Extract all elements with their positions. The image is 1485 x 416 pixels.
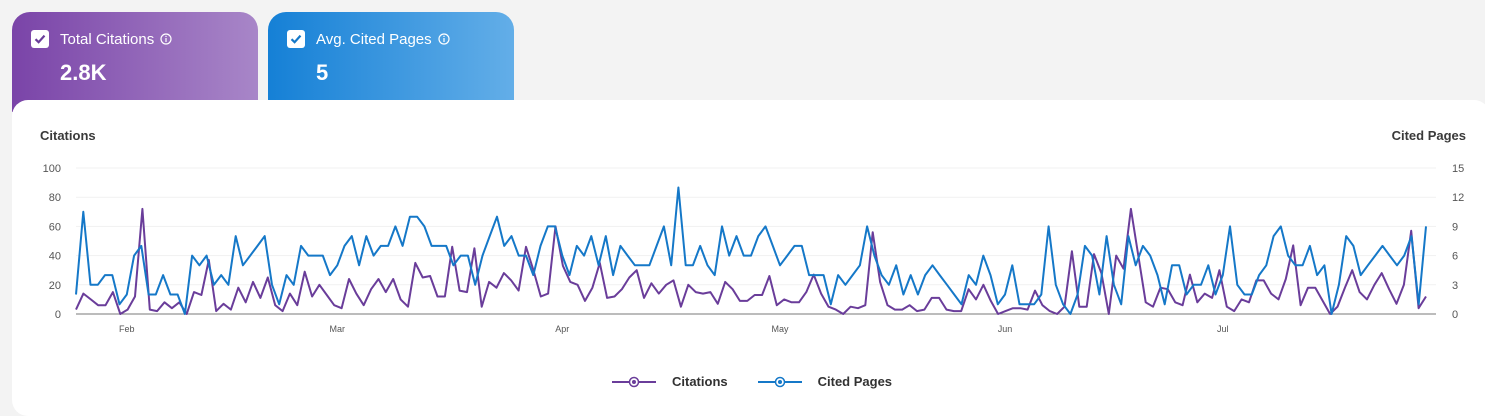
chart-panel	[12, 100, 1485, 416]
legend-label-citations: Citations	[672, 374, 728, 389]
metric-card-cited-pages[interactable]: Avg. Cited Pages 5	[268, 12, 514, 112]
legend-item-cited-pages[interactable]: Cited Pages	[757, 374, 893, 389]
x-tick-label: Jul	[1217, 324, 1229, 334]
y-tick-label: 80	[49, 192, 61, 204]
left-axis-title: Citations	[40, 128, 96, 143]
y2-tick-label: 3	[1452, 280, 1458, 292]
check-icon	[34, 34, 46, 44]
chart-legend: Citations Cited Pages	[612, 374, 922, 389]
y2-tick-label: 0	[1452, 309, 1458, 321]
y2-tick-label: 9	[1452, 221, 1458, 233]
series-line-cited-pages	[75, 186, 1427, 315]
x-tick-label: Jun	[998, 324, 1013, 334]
check-icon	[290, 34, 302, 44]
cited-pages-card-label: Avg. Cited Pages	[316, 30, 432, 48]
right-axis-title: Cited Pages	[1391, 128, 1466, 143]
y-tick-label: 60	[49, 221, 61, 233]
info-icon[interactable]	[160, 33, 172, 45]
citations-card-value: 2.8K	[60, 60, 107, 85]
citations-checkbox[interactable]	[31, 30, 49, 48]
y2-tick-label: 6	[1452, 251, 1458, 263]
x-tick-label: Apr	[555, 324, 569, 334]
series-line-citations	[75, 207, 1427, 315]
legend-label-cited-pages: Cited Pages	[817, 374, 893, 389]
cited-pages-card-value: 5	[316, 60, 329, 85]
legend-item-citations[interactable]: Citations	[612, 374, 728, 389]
legend-marker-cited-pages-icon	[757, 376, 802, 387]
y2-tick-label: 12	[1452, 192, 1464, 204]
y-tick-label: 40	[49, 251, 61, 263]
info-icon[interactable]	[438, 33, 450, 45]
y-tick-label: 100	[43, 163, 61, 175]
metric-card-citations[interactable]: Total Citations 2.8K	[12, 12, 258, 112]
cited-pages-checkbox[interactable]	[287, 30, 305, 48]
citations-card-label: Total Citations	[60, 30, 155, 48]
x-tick-label: Feb	[119, 324, 135, 334]
y-tick-label: 20	[49, 280, 61, 292]
y2-tick-label: 15	[1452, 163, 1464, 175]
y-tick-label: 0	[55, 309, 61, 321]
x-tick-label: May	[772, 324, 790, 334]
x-tick-label: Mar	[330, 324, 346, 334]
legend-marker-citations-icon	[612, 376, 656, 387]
